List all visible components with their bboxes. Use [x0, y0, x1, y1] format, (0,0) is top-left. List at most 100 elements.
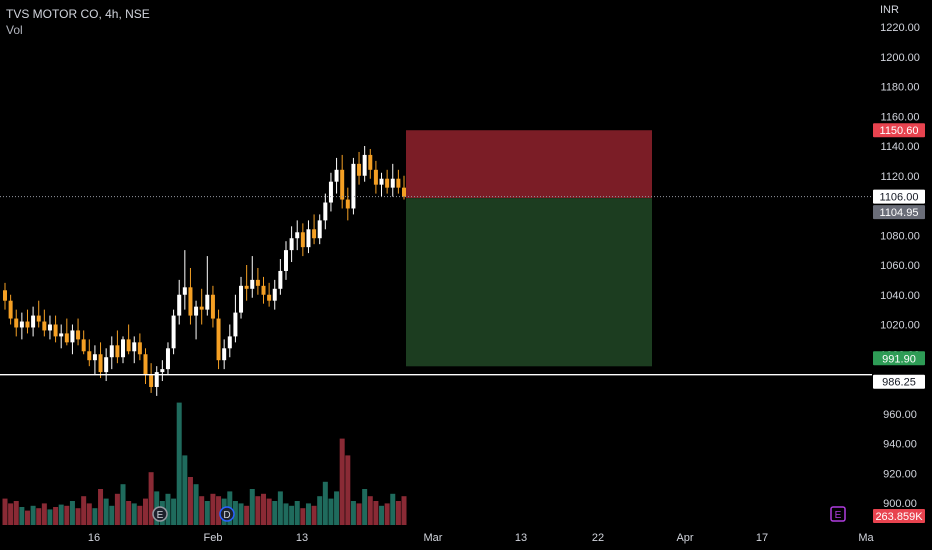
volume-bar: [69, 501, 75, 525]
price-tag-text: 986.25: [882, 377, 916, 389]
price-tag-text: 991.90: [882, 353, 916, 365]
earnings-marker: E: [152, 506, 168, 522]
volume-bar: [305, 503, 311, 525]
price-tag-bg: [873, 189, 925, 204]
candle-body: [177, 294, 182, 316]
y-tick-label: 1200.00: [880, 52, 920, 64]
price-tags: 1150.60 1106.00 1104.95 991.90 986.25 263.859…: [873, 123, 925, 523]
candle-body: [42, 321, 47, 331]
volume-bar: [322, 481, 328, 525]
candle-body: [70, 330, 75, 343]
volume-bar: [126, 501, 132, 525]
candle-body: [64, 333, 69, 343]
y-tick-label: 1080.00: [880, 230, 920, 242]
y-tick-label: 940.00: [883, 439, 917, 451]
volume-bar: [334, 491, 340, 525]
candle-body: [53, 324, 58, 337]
candlesticks: [3, 146, 406, 396]
candle-body: [171, 315, 176, 349]
candle-body: [210, 294, 215, 319]
volume-bar: [8, 503, 14, 525]
volume-bar: [311, 505, 317, 525]
y-tick-label: 1140.00: [881, 141, 920, 153]
volume-bar: [356, 503, 362, 525]
candle-body: [362, 154, 367, 176]
y-tick-label: 1020.00: [880, 320, 920, 332]
volume-bar: [384, 503, 390, 525]
candle-body: [188, 287, 193, 316]
volume-bar: [131, 503, 137, 525]
long-position-tool[interactable]: [406, 130, 652, 367]
take-profit-zone[interactable]: [406, 198, 652, 367]
y-tick-label: 1060.00: [880, 260, 920, 272]
volume-bar: [114, 493, 120, 525]
volume-bar: [24, 510, 30, 525]
candle-body: [98, 354, 103, 373]
price-tag-volume: 263.859K: [873, 509, 925, 523]
volume-bar: [58, 504, 64, 525]
volume-bar: [261, 493, 267, 525]
volume-bar: [283, 503, 289, 525]
volume-bar: [109, 505, 115, 525]
volume-bar: [182, 455, 188, 525]
volume-bar: [98, 489, 104, 525]
volume-bar: [395, 501, 401, 525]
price-tag-bg: [873, 374, 925, 389]
volume-bar: [244, 505, 250, 525]
candle-body: [81, 339, 86, 352]
x-tick-label: 16: [88, 532, 100, 544]
price-axis[interactable]: 1220.00 1200.00 1180.00 1160.00 1140.00 1120.…: [880, 22, 920, 510]
candle-body: [300, 232, 305, 248]
volume-bar: [103, 498, 109, 525]
price-tag-bg: [873, 509, 925, 523]
candle-body: [390, 178, 395, 188]
volume-bar: [41, 503, 47, 525]
candle-body: [47, 324, 52, 331]
x-tick-label: Feb: [204, 532, 223, 544]
candle-body: [373, 169, 378, 185]
volume-bar: [171, 498, 177, 525]
price-tag-text: 1104.95: [880, 207, 919, 219]
price-tag-horizontal-line: 986.25: [873, 374, 925, 389]
volume-bar: [53, 507, 59, 525]
candle-body: [76, 330, 81, 340]
stop-loss-zone[interactable]: [406, 130, 652, 199]
candle-body: [115, 345, 120, 358]
volume-bar: [64, 505, 70, 525]
candle-body: [199, 306, 204, 310]
volume-bar: [238, 503, 244, 525]
candle-body: [87, 351, 92, 361]
candle-body: [182, 287, 187, 295]
time-axis[interactable]: 16 Feb 13 Mar 13 22 Apr 17 Ma: [88, 532, 875, 544]
currency-label: INR: [880, 4, 899, 16]
volume-bar: [401, 496, 407, 525]
candle-body: [261, 285, 266, 295]
candle-body: [239, 285, 244, 313]
y-tick-label: 1220.00: [880, 22, 920, 34]
marker-circle: [152, 506, 168, 522]
candle-body: [340, 169, 345, 200]
x-tick-label: 13: [296, 532, 308, 544]
candle-body: [402, 187, 406, 197]
price-tag-text: 263.859K: [875, 511, 923, 523]
x-tick-label: Mar: [424, 532, 443, 544]
candle-body: [36, 315, 41, 322]
x-tick-label: Ma: [858, 532, 874, 544]
marker-label: E: [157, 510, 164, 521]
dividend-marker: D: [219, 506, 235, 522]
volume-bar: [137, 505, 143, 525]
price-tag-current: 1106.00: [873, 189, 925, 204]
candle-body: [154, 372, 159, 387]
candle-body: [3, 290, 7, 301]
candle-body: [149, 375, 154, 387]
candle-body: [255, 279, 260, 286]
volume-bar: [294, 501, 300, 525]
candle-body: [368, 154, 373, 170]
candle-body: [205, 294, 210, 310]
x-tick-label: 17: [756, 532, 768, 544]
volume-bar: [277, 491, 283, 525]
volume-bar: [92, 508, 98, 525]
candle-body: [216, 318, 221, 361]
